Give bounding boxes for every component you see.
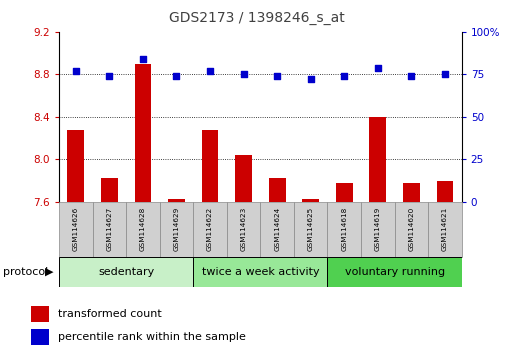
Text: GSM114625: GSM114625 [308,207,313,251]
Bar [302,199,319,202]
Bar [59,202,92,257]
Bar [327,257,462,287]
Bar [92,202,126,257]
Bar [134,64,151,202]
Bar [437,181,453,202]
Point [307,76,315,82]
Text: GSM114628: GSM114628 [140,207,146,251]
Bar [394,202,428,257]
Text: GSM114626: GSM114626 [73,207,79,251]
Point [72,68,80,74]
Bar [294,202,327,257]
Bar [227,202,260,257]
Bar [269,178,286,202]
Point [340,73,348,79]
Text: GSM114620: GSM114620 [408,207,415,251]
Text: ▶: ▶ [45,267,54,277]
Point [139,56,147,62]
Text: GSM114621: GSM114621 [442,207,448,251]
Point [172,73,181,79]
Text: GSM114624: GSM114624 [274,207,280,251]
Text: voluntary running: voluntary running [345,267,445,277]
Text: GSM114619: GSM114619 [375,207,381,251]
Text: GSM114623: GSM114623 [241,207,247,251]
Bar [193,202,227,257]
Text: GSM114618: GSM114618 [341,207,347,251]
Point [206,68,214,74]
Point [240,72,248,77]
Bar [428,202,462,257]
Text: percentile rank within the sample: percentile rank within the sample [58,332,246,342]
Bar [59,257,193,287]
Bar [235,155,252,202]
Bar [67,130,84,202]
Bar [168,199,185,202]
Text: twice a week activity: twice a week activity [202,267,319,277]
Bar [361,202,394,257]
Text: protocol: protocol [3,267,48,277]
Bar [369,117,386,202]
Point [273,73,281,79]
Bar [336,183,352,202]
Bar [126,202,160,257]
Bar [260,202,294,257]
Point [105,73,113,79]
Point [441,72,449,77]
Point [407,73,416,79]
Text: GDS2173 / 1398246_s_at: GDS2173 / 1398246_s_at [169,11,344,25]
Bar [193,257,327,287]
Text: GSM114629: GSM114629 [173,207,180,251]
Text: GSM114622: GSM114622 [207,207,213,251]
Bar [31,306,49,321]
Bar [101,178,117,202]
Bar [31,329,49,345]
Point [373,65,382,70]
Text: transformed count: transformed count [58,309,162,319]
Bar [202,130,219,202]
Bar [327,202,361,257]
Text: GSM114627: GSM114627 [106,207,112,251]
Bar [403,183,420,202]
Bar [160,202,193,257]
Text: sedentary: sedentary [98,267,154,277]
